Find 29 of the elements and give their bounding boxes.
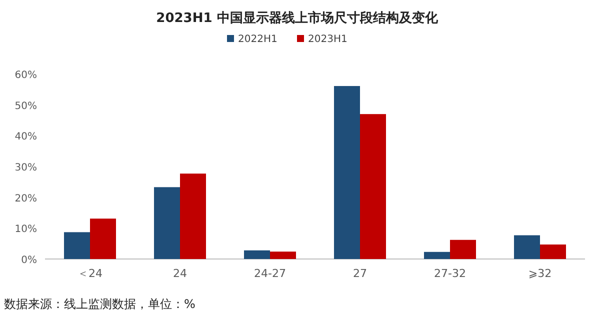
source-note: 数据来源：线上监测数据，单位：% — [4, 297, 196, 311]
bar — [180, 174, 206, 259]
x-tick-label: 24 — [173, 267, 187, 280]
bar — [450, 240, 476, 259]
bar — [424, 252, 450, 259]
legend-label: 2022H1 — [238, 34, 278, 45]
x-tick-label: 24-27 — [254, 267, 286, 280]
y-tick-label: 0% — [21, 255, 37, 266]
y-tick-label: 50% — [14, 100, 37, 112]
x-tick-label: ⩾32 — [528, 267, 552, 280]
y-tick-label: 30% — [14, 162, 37, 174]
y-tick-label: 60% — [14, 70, 37, 81]
y-tick-label: 40% — [14, 132, 37, 143]
chart-title: 2023H1 中国显示器线上市场尺寸段结构及变化 — [156, 10, 439, 26]
bar — [154, 187, 180, 259]
bar — [244, 250, 270, 259]
x-tick-label: 27-32 — [434, 267, 466, 280]
bar — [360, 114, 386, 259]
x-tick-label: ＜24 — [78, 267, 102, 280]
legend-label: 2023H1 — [308, 34, 348, 45]
bar — [540, 244, 566, 259]
x-tick-label: 27 — [353, 267, 367, 280]
bar — [334, 86, 360, 259]
bar — [270, 252, 296, 259]
bar — [90, 218, 116, 259]
bar — [64, 232, 90, 259]
bar — [514, 235, 540, 259]
y-tick-label: 20% — [14, 193, 37, 204]
y-tick-label: 10% — [14, 224, 37, 236]
